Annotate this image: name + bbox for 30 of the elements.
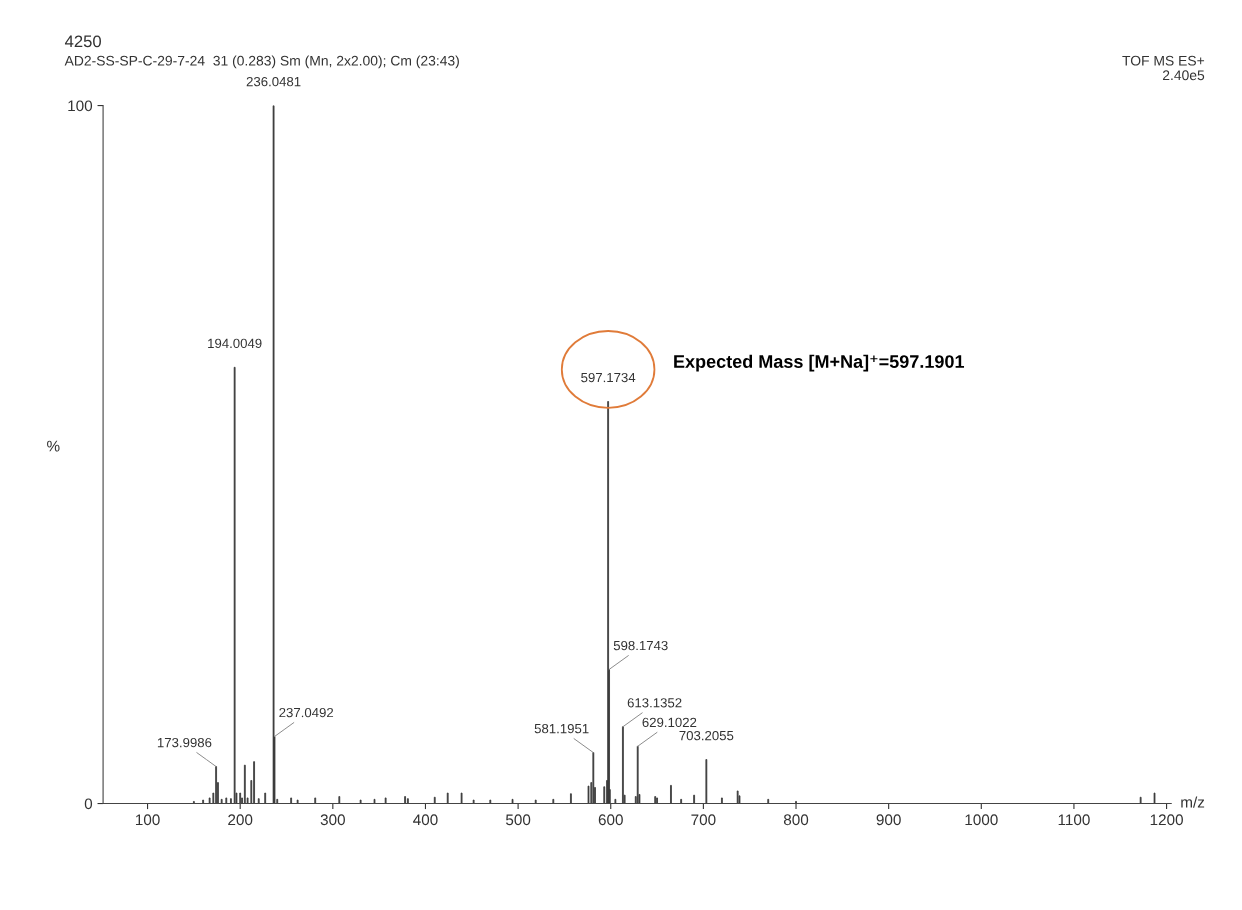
annotation: 613.1352 (627, 698, 682, 708)
x-tick-label: 1100 (1058, 814, 1090, 826)
x-tick-label: 200 (228, 814, 253, 826)
x-tick-label: 500 (505, 814, 531, 826)
annotation: 598.1743 (613, 640, 668, 651)
x-tick-label: 1200 (1150, 814, 1183, 826)
chart-subtitle: AD2-SS-SP-C-29-7-24 31 (0.283) Sm (Mn, 2x2.00); Cm (23:43) (64, 55, 459, 69)
annotation: 597.1734 (581, 372, 636, 383)
x-tick-label: 400 (413, 814, 438, 826)
chart-title: 4250 (64, 35, 102, 48)
annotation: 581.1951 (534, 723, 589, 734)
annotation: 629.1022 (642, 717, 697, 728)
x-axis-title: m/z (1181, 796, 1205, 808)
x-tick-label: 600 (598, 814, 623, 826)
x-tick-label: 800 (783, 814, 809, 826)
x-tick-label: 1000 (965, 814, 998, 826)
annotation: 236.0481 (246, 76, 301, 87)
text: TOF MS ES+ (1122, 55, 1205, 66)
x-tick-label: 900 (876, 814, 901, 826)
y-axis-title: % (47, 440, 60, 452)
text: 2.40e5 (1162, 70, 1205, 81)
x-tick-label: 700 (691, 814, 716, 826)
x-tick-label: 100 (135, 814, 160, 826)
annotation: 237.0492 (279, 707, 334, 718)
x-tick-label: 300 (320, 814, 345, 826)
annotation: 703.2055 (679, 730, 734, 741)
annotation: Expected Mass [M+Na]⁺=597.1901 (674, 354, 965, 372)
annotation: 194.0049 (208, 338, 262, 349)
y-tick-label: 0 (84, 798, 93, 810)
annotation: 173.9986 (157, 737, 212, 748)
